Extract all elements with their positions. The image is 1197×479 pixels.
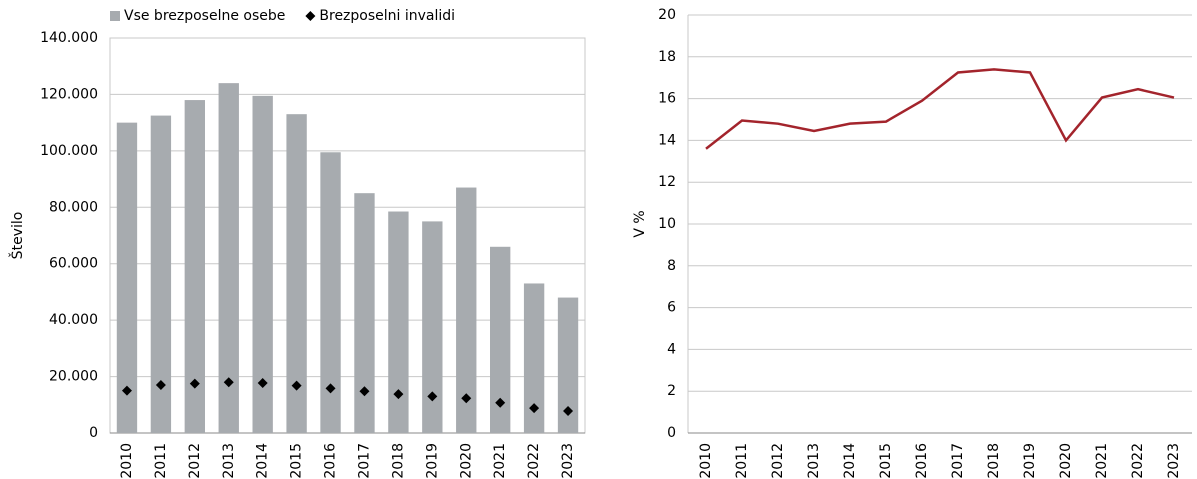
x-tick-label: 2015: [289, 443, 305, 479]
bar: [320, 152, 341, 433]
x-tick-label: 2021: [1094, 443, 1110, 479]
y-tick-label: 40.000: [49, 312, 98, 328]
y-tick-label: 0: [89, 425, 98, 441]
x-tick-label: 2012: [770, 443, 786, 479]
diamond-marker: [223, 377, 234, 388]
y-axis-label: V %: [632, 210, 648, 237]
bar: [252, 95, 273, 433]
x-tick-label: 2017: [356, 443, 372, 479]
diamond-marker: [121, 385, 132, 396]
y-tick-label: 10: [658, 216, 676, 232]
legend-label: Vse brezposelne osebe: [124, 8, 285, 24]
x-tick-label: 2013: [221, 443, 237, 479]
diamond-marker: [393, 389, 404, 400]
bar: [490, 246, 511, 433]
bar: [557, 297, 579, 433]
x-tick-label: 2022: [1130, 443, 1146, 479]
x-tick-label: 2016: [323, 443, 339, 479]
bar: [422, 221, 443, 433]
y-tick-label: 8: [667, 258, 676, 274]
diamond-marker: [325, 383, 336, 394]
x-tick-label: 2014: [255, 443, 271, 479]
x-tick-label: 2018: [986, 443, 1002, 479]
x-tick-label: 2023: [560, 443, 576, 479]
bar: [523, 283, 545, 433]
y-axis-label: Število: [8, 212, 26, 260]
x-tick-label: 2011: [153, 443, 169, 479]
diamond-marker: [461, 393, 472, 404]
x-tick-label: 2022: [526, 443, 542, 479]
x-tick-label: 2014: [842, 443, 858, 479]
x-tick-label: 2017: [950, 443, 966, 479]
bar: [388, 211, 409, 433]
plot-border: [109, 37, 586, 434]
y-tick-label: 4: [667, 341, 676, 357]
x-tick-label: 2016: [914, 443, 930, 479]
diamond-marker: [495, 397, 506, 408]
diamond-marker: [291, 380, 302, 391]
x-tick-label: 2019: [424, 443, 440, 479]
y-tick-label: 18: [658, 49, 676, 65]
bar: [456, 187, 477, 433]
bar: [184, 100, 205, 434]
bar: [286, 114, 307, 433]
y-tick-label: 140.000: [40, 30, 98, 46]
y-tick-label: 120.000: [40, 86, 98, 102]
y-tick-label: 12: [658, 174, 676, 190]
diamond-marker: [427, 391, 438, 402]
y-tick-label: 14: [658, 132, 676, 148]
line: [705, 68, 1175, 150]
x-tick-label: 2015: [878, 443, 894, 479]
legend-swatch: [305, 11, 316, 21]
x-tick-label: 2010: [119, 443, 135, 479]
y-tick-label: 60.000: [49, 256, 98, 272]
x-tick-label: 2013: [806, 443, 822, 479]
diamond-marker: [257, 378, 268, 389]
bar: [354, 193, 375, 433]
bar: [150, 115, 172, 433]
diamond-marker: [155, 380, 166, 391]
diamond-marker: [359, 386, 370, 397]
bar: [116, 122, 138, 434]
diamond-marker: [189, 378, 200, 389]
x-tick-label: 2021: [492, 443, 508, 479]
legend-swatch: [110, 11, 120, 21]
x-tick-label: 2012: [187, 443, 203, 479]
bar: [218, 83, 239, 434]
y-tick-label: 20.000: [49, 369, 98, 385]
diamond-marker: [563, 405, 574, 416]
y-tick-label: 80.000: [49, 199, 98, 215]
legend-label: Brezposelni invalidi: [319, 8, 455, 24]
x-tick-label: 2018: [390, 443, 406, 479]
y-tick-label: 6: [667, 300, 676, 316]
x-tick-label: 2011: [734, 443, 750, 479]
y-tick-label: 0: [667, 425, 676, 441]
x-tick-label: 2020: [458, 443, 474, 479]
x-tick-label: 2020: [1058, 443, 1074, 479]
y-tick-label: 100.000: [40, 143, 98, 159]
y-tick-label: 2: [667, 383, 676, 399]
x-tick-label: 2023: [1166, 443, 1182, 479]
y-tick-label: 16: [658, 91, 676, 107]
x-tick-label: 2010: [698, 443, 714, 479]
diamond-marker: [529, 403, 540, 414]
y-tick-label: 20: [658, 7, 676, 23]
x-tick-label: 2019: [1022, 443, 1038, 479]
